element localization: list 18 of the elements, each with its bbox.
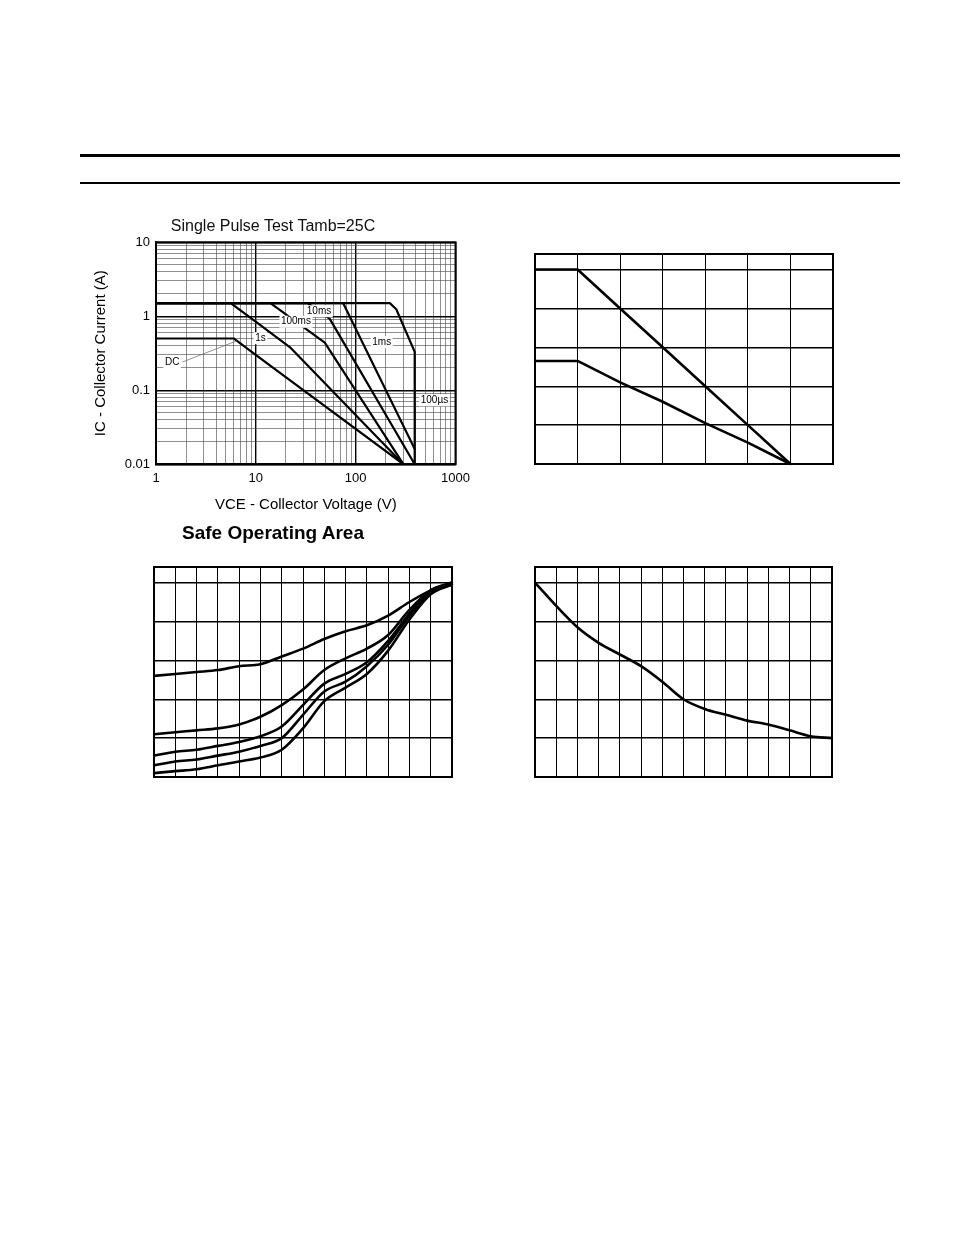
series-label: 1s bbox=[255, 331, 266, 343]
series-label: 100µs bbox=[420, 394, 449, 406]
x-tick-label: 1 bbox=[152, 469, 160, 485]
y-tick-label: 0.1 bbox=[131, 381, 150, 397]
text: Safe Operating Area bbox=[182, 521, 365, 543]
x-tick-label: 1000 bbox=[441, 469, 470, 485]
x-tick-label: 100 bbox=[344, 469, 367, 485]
series-label: 1ms bbox=[372, 335, 392, 347]
x-axis-title: VCE - Collector Voltage (V) bbox=[214, 495, 397, 513]
y-tick-label: 1 bbox=[142, 307, 150, 323]
y-tick-label: 10 bbox=[135, 233, 150, 249]
series-label: DC bbox=[164, 355, 180, 367]
series-label: 10ms bbox=[306, 304, 332, 316]
series-label: 100ms bbox=[280, 315, 311, 327]
x-tick-label: 10 bbox=[248, 469, 264, 485]
y-tick-label: 0.01 bbox=[124, 455, 150, 471]
y-axis-title: IC - Collector Current (A) bbox=[91, 270, 109, 437]
chart-subtitle: Single Pulse Test Tamb=25C bbox=[170, 217, 376, 235]
